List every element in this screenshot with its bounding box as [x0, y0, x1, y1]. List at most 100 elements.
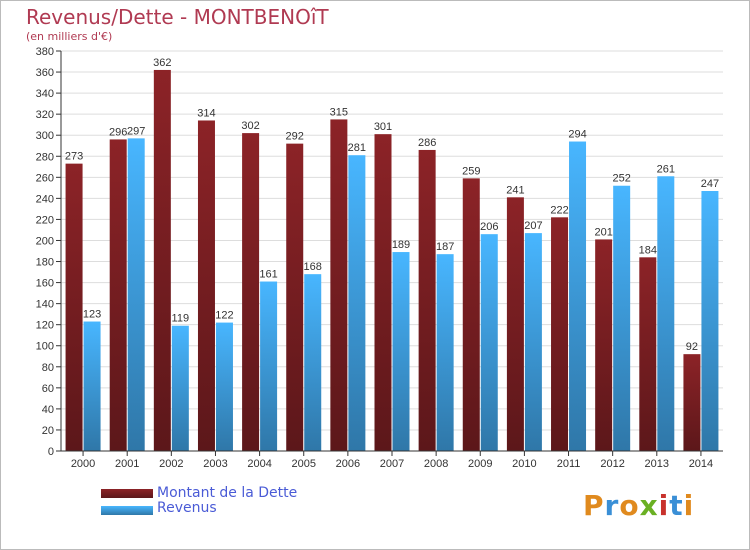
data-label: 241: [506, 184, 524, 196]
bar-revenus-2003: [215, 322, 233, 451]
bar-dette-2003: [197, 120, 215, 451]
x-tick-label: 2001: [115, 458, 139, 470]
y-tick-label: 80: [42, 362, 54, 374]
y-tick-label: 260: [36, 172, 54, 184]
bar-dette-2014: [683, 354, 701, 451]
bar-dette-2000: [65, 163, 83, 451]
data-label: 362: [153, 57, 171, 69]
bar-revenus-2005: [304, 274, 322, 451]
y-tick-label: 220: [36, 214, 54, 226]
legend-swatch-dette: [101, 489, 153, 498]
y-tick-label: 20: [42, 425, 54, 437]
bar-revenus-2007: [392, 252, 410, 451]
logo-letter: r: [604, 489, 620, 522]
x-tick-label: 2009: [468, 458, 492, 470]
y-tick-label: 120: [36, 320, 54, 332]
data-label: 206: [480, 221, 498, 233]
data-label: 314: [197, 107, 215, 119]
bar-revenus-2000: [83, 321, 101, 451]
x-tick-label: 2013: [645, 458, 669, 470]
bar-dette-2011: [551, 217, 569, 451]
bar-revenus-2014: [701, 191, 719, 451]
data-label: 294: [568, 129, 586, 141]
data-label: 273: [65, 151, 83, 163]
y-tick-label: 200: [36, 235, 54, 247]
y-tick-label: 380: [36, 46, 54, 58]
data-label: 122: [215, 310, 233, 322]
logo-letter: i: [683, 489, 695, 522]
bar-revenus-2011: [569, 141, 587, 452]
y-tick-label: 240: [36, 193, 54, 205]
data-label: 207: [524, 220, 542, 232]
bar-revenus-2009: [480, 234, 498, 451]
data-label: 315: [330, 106, 348, 118]
data-label: 261: [657, 163, 675, 175]
data-label: 119: [172, 313, 190, 325]
bar-revenus-2010: [524, 233, 542, 451]
bar-revenus-2002: [171, 325, 189, 451]
data-label: 302: [241, 120, 259, 132]
data-label: 281: [348, 142, 366, 154]
x-tick-label: 2011: [557, 458, 581, 470]
x-tick-label: 2007: [380, 458, 404, 470]
y-tick-label: 140: [36, 299, 54, 311]
y-tick-label: 0: [48, 446, 54, 458]
y-tick-label: 360: [36, 67, 54, 79]
y-tick-label: 180: [36, 257, 54, 269]
data-label: 286: [418, 137, 436, 149]
chart-title: Revenus/Dette - MONTBENOîT: [26, 5, 329, 29]
bar-revenus-2004: [260, 281, 278, 451]
bar-dette-2001: [109, 139, 127, 451]
x-tick-label: 2006: [336, 458, 360, 470]
data-label: 92: [686, 341, 698, 353]
y-tick-label: 100: [36, 341, 54, 353]
bar-revenus-2001: [127, 138, 145, 452]
y-tick-label: 40: [42, 404, 54, 416]
data-label: 187: [436, 241, 454, 253]
legend-swatch-revenus: [101, 506, 153, 515]
data-label: 184: [639, 244, 657, 256]
data-label: 201: [594, 226, 612, 238]
data-label: 296: [109, 126, 127, 138]
bar-revenus-2008: [436, 254, 454, 451]
x-tick-label: 2000: [71, 458, 95, 470]
legend-label-dette: Montant de la Dette: [157, 485, 298, 501]
chart-subtitle: (en milliers d'€): [26, 30, 113, 43]
x-tick-label: 2012: [600, 458, 624, 470]
x-tick-label: 2003: [203, 458, 227, 470]
bar-revenus-2006: [348, 155, 366, 452]
x-tick-label: 2005: [291, 458, 315, 470]
bar-dette-2006: [330, 119, 348, 451]
bar-revenus-2012: [613, 185, 631, 451]
logo-letter: t: [669, 489, 684, 522]
x-tick-label: 2010: [512, 458, 536, 470]
bar-revenus-2013: [657, 176, 675, 451]
bar-dette-2008: [418, 149, 436, 451]
bar-dette-2009: [462, 178, 480, 452]
x-tick-label: 2008: [424, 458, 448, 470]
logo-letter: P: [583, 489, 605, 522]
x-tick-label: 2014: [689, 458, 713, 470]
bar-dette-2004: [242, 133, 260, 451]
data-label: 123: [83, 309, 101, 321]
data-label: 301: [374, 121, 392, 133]
x-tick-label: 2002: [159, 458, 183, 470]
data-label: 247: [701, 178, 719, 190]
data-label: 161: [259, 269, 277, 281]
data-label: 222: [550, 204, 568, 216]
y-tick-label: 300: [36, 130, 54, 142]
bar-dette-2010: [506, 197, 524, 451]
data-label: 259: [462, 165, 480, 177]
x-tick-label: 2004: [247, 458, 271, 470]
data-label: 189: [392, 239, 410, 251]
y-tick-label: 280: [36, 151, 54, 163]
logo-letter: o: [619, 489, 640, 522]
y-tick-label: 60: [42, 383, 54, 395]
logo-letter: i: [658, 489, 670, 522]
bar-dette-2012: [595, 239, 613, 451]
y-tick-label: 340: [36, 88, 54, 100]
data-label: 297: [127, 125, 145, 137]
logo-letter: x: [639, 489, 659, 522]
